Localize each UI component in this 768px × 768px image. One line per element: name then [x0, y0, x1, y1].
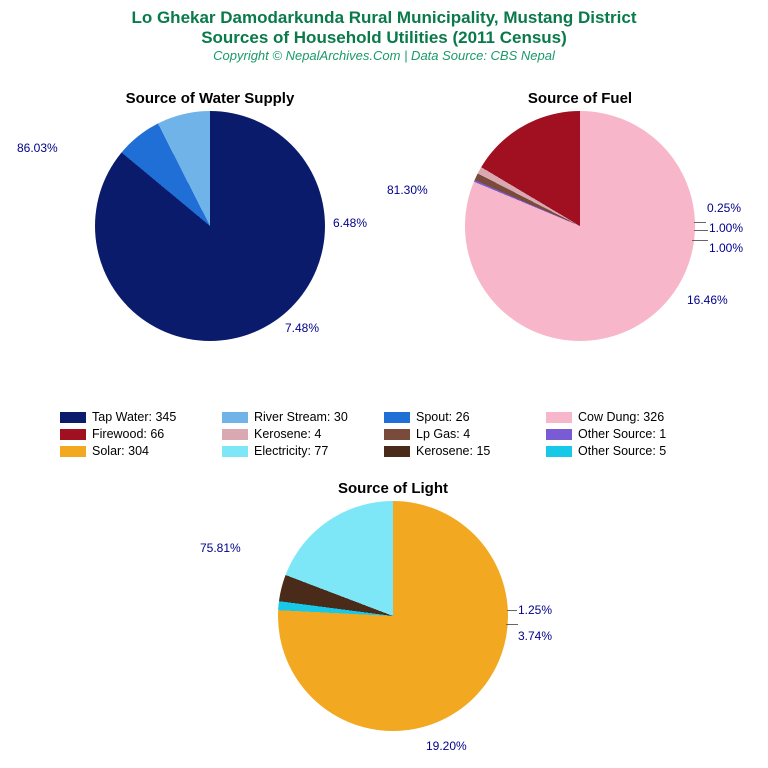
legend-item: Solar: 304 — [60, 444, 222, 458]
legend-swatch — [384, 412, 410, 423]
legend-item: River Stream: 30 — [222, 410, 384, 424]
legend-swatch — [222, 446, 248, 457]
legend-swatch — [546, 412, 572, 423]
legend-text: River Stream: 30 — [254, 410, 348, 424]
leader-line — [694, 230, 708, 231]
title-line-2: Sources of Household Utilities (2011 Cen… — [0, 28, 768, 48]
legend-item: Other Source: 5 — [546, 444, 708, 458]
slice-label: 19.20% — [426, 739, 467, 753]
legend-item: Spout: 26 — [384, 410, 546, 424]
chart-fuel: Source of Fuel 81.30%0.25%1.00%1.00%16.4… — [425, 90, 735, 341]
chart-light: Source of Light 75.81%1.25%3.74%19.20% — [238, 480, 548, 731]
legend-swatch — [222, 412, 248, 423]
slice-label: 16.46% — [687, 293, 728, 307]
slice-label: 86.03% — [17, 141, 58, 155]
legend-swatch — [546, 429, 572, 440]
chart-light-title: Source of Light — [238, 480, 548, 497]
slice-label: 3.74% — [518, 629, 552, 643]
legend-swatch — [222, 429, 248, 440]
legend-item: Tap Water: 345 — [60, 410, 222, 424]
legend-text: Kerosene: 15 — [416, 444, 490, 458]
header: Lo Ghekar Damodarkunda Rural Municipalit… — [0, 0, 768, 63]
leader-line — [507, 610, 517, 611]
legend-swatch — [384, 429, 410, 440]
legend-item: Lp Gas: 4 — [384, 427, 546, 441]
legend-swatch — [60, 429, 86, 440]
legend-item: Cow Dung: 326 — [546, 410, 708, 424]
pie-water: 86.03%6.48%7.48% — [95, 111, 325, 341]
slice-label: 1.25% — [518, 603, 552, 617]
legend-swatch — [60, 412, 86, 423]
legend-item: Firewood: 66 — [60, 427, 222, 441]
legend-text: Solar: 304 — [92, 444, 149, 458]
legend-text: Electricity: 77 — [254, 444, 328, 458]
chart-water-title: Source of Water Supply — [55, 90, 365, 107]
leader-line — [692, 240, 708, 241]
slice-label: 1.00% — [709, 241, 743, 255]
legend-text: Firewood: 66 — [92, 427, 164, 441]
legend: Tap Water: 345 River Stream: 30 Spout: 26 C… — [60, 410, 708, 461]
pie-light: 75.81%1.25%3.74%19.20% — [278, 501, 508, 731]
legend-swatch — [546, 446, 572, 457]
slice-label: 6.48% — [333, 216, 367, 230]
chart-fuel-title: Source of Fuel — [425, 90, 735, 107]
slice-label: 1.00% — [709, 221, 743, 235]
legend-swatch — [384, 446, 410, 457]
slice-label: 81.30% — [387, 183, 428, 197]
legend-item: Other Source: 1 — [546, 427, 708, 441]
leader-line — [694, 222, 706, 223]
legend-item: Kerosene: 15 — [384, 444, 546, 458]
legend-text: Spout: 26 — [416, 410, 470, 424]
title-line-1: Lo Ghekar Damodarkunda Rural Municipalit… — [0, 8, 768, 28]
chart-water: Source of Water Supply 86.03%6.48%7.48% — [55, 90, 365, 341]
slice-label: 75.81% — [200, 541, 241, 555]
legend-text: Other Source: 5 — [578, 444, 666, 458]
legend-item: Kerosene: 4 — [222, 427, 384, 441]
legend-text: Tap Water: 345 — [92, 410, 176, 424]
leader-line — [506, 624, 518, 625]
slice-label: 0.25% — [707, 201, 741, 215]
legend-swatch — [60, 446, 86, 457]
subtitle: Copyright © NepalArchives.Com | Data Sou… — [0, 48, 768, 63]
slice-label: 7.48% — [285, 321, 319, 335]
legend-text: Lp Gas: 4 — [416, 427, 470, 441]
legend-text: Kerosene: 4 — [254, 427, 321, 441]
pie-fuel: 81.30%0.25%1.00%1.00%16.46% — [465, 111, 695, 341]
legend-text: Other Source: 1 — [578, 427, 666, 441]
legend-text: Cow Dung: 326 — [578, 410, 664, 424]
legend-item: Electricity: 77 — [222, 444, 384, 458]
